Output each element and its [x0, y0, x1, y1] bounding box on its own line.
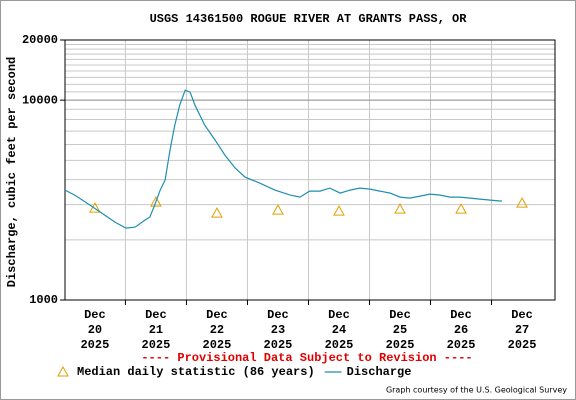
x-tick-label-line: 2025: [203, 338, 232, 352]
legend-label: Median daily statistic (86 years): [77, 365, 315, 379]
x-tick-label: Dec 27 2025: [508, 308, 537, 352]
x-tick-label-line: 20: [88, 323, 102, 337]
x-tick-label: Dec 25 2025: [386, 308, 415, 352]
median-marker: [211, 207, 223, 218]
x-tick-label-line: 27: [515, 323, 529, 337]
x-tick-label-line: 26: [454, 323, 468, 337]
x-tick-label: Dec 24 2025: [325, 308, 354, 352]
median-marker: [394, 203, 406, 214]
x-tick-label-line: 24: [332, 323, 346, 337]
x-tick-label-line: Dec: [267, 308, 289, 322]
x-tick-label-line: 22: [210, 323, 224, 337]
x-tick-label-line: 23: [271, 323, 285, 337]
chart-title: USGS 14361500 ROGUE RIVER AT GRANTS PASS…: [150, 12, 468, 26]
x-tick-label-line: Dec: [389, 308, 411, 322]
median-marker: [89, 202, 101, 213]
y-tick-label: 10000: [22, 93, 58, 107]
median-marker: [516, 197, 528, 208]
credit: Graph courtesy of the U.S. Geological Su…: [386, 386, 567, 395]
x-tick-label: Dec 20 2025: [80, 308, 109, 352]
discharge-line: [64, 89, 502, 229]
x-tick-label-line: 2025: [447, 338, 476, 352]
y-tick-label: 20000: [22, 33, 58, 47]
x-tick-label-line: Dec: [450, 308, 472, 322]
x-tick-label-line: Dec: [84, 308, 106, 322]
x-tick-label-line: Dec: [328, 308, 350, 322]
x-tick-label-line: 21: [149, 323, 163, 337]
x-tick-label: Dec 21 2025: [142, 308, 171, 352]
x-tick-label-line: 2025: [80, 338, 109, 352]
x-tick-label-line: 2025: [264, 338, 293, 352]
x-tick-label-line: 2025: [386, 338, 415, 352]
legend-marker: [57, 365, 69, 377]
median-marker: [333, 205, 345, 216]
plot-border: [64, 39, 556, 301]
x-tick-label: Dec 23 2025: [264, 308, 293, 352]
provisional-note: ---- Provisional Data Subject to Revisio…: [141, 351, 472, 365]
median-marker: [272, 204, 284, 215]
x-tick-label-line: Dec: [511, 308, 533, 322]
x-tick-label-line: Dec: [206, 308, 228, 322]
y-tick-label: 1000: [29, 293, 58, 307]
x-tick-label-line: Dec: [145, 308, 167, 322]
y-axis-label: Discharge, cubic feet per second: [5, 57, 19, 287]
median-marker: [455, 203, 467, 214]
x-tick-label: Dec 22 2025: [203, 308, 232, 352]
x-tick-label-line: 25: [393, 323, 407, 337]
x-tick-label-line: 2025: [325, 338, 354, 352]
legend-label: Discharge: [347, 365, 412, 379]
x-tick-label-line: 2025: [142, 338, 171, 352]
x-tick-label-line: 2025: [508, 338, 537, 352]
median-marker: [150, 196, 162, 207]
x-tick-label: Dec 26 2025: [447, 308, 476, 352]
